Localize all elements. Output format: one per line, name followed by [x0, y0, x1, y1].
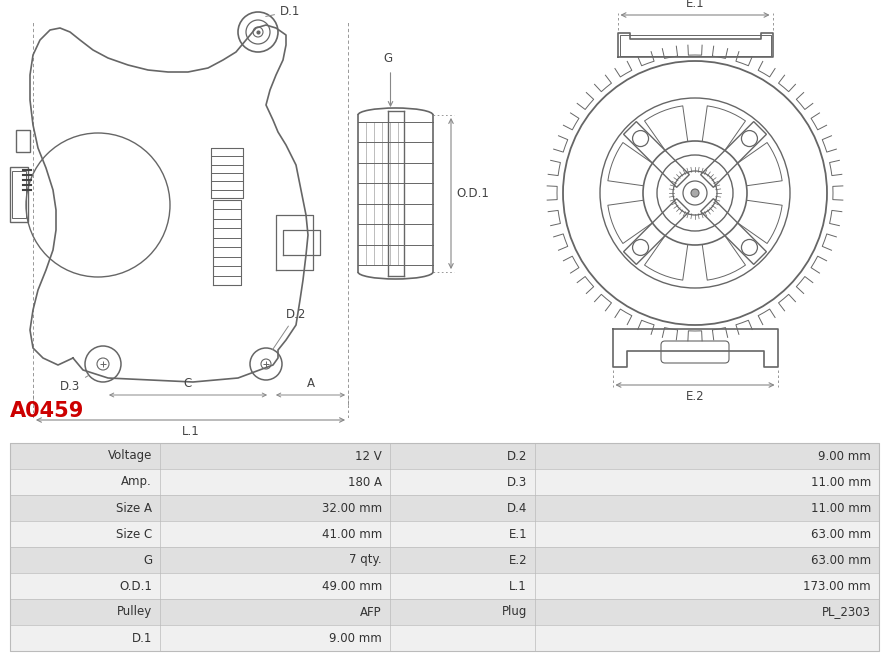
- Bar: [10, 469, 879, 495]
- Text: A0459: A0459: [10, 401, 84, 421]
- Bar: [16, 130, 30, 152]
- Bar: [10, 167, 28, 222]
- Text: 63.00 mm: 63.00 mm: [811, 528, 871, 540]
- Text: Size A: Size A: [116, 501, 152, 515]
- Bar: [10, 599, 879, 625]
- Circle shape: [633, 130, 649, 147]
- Bar: [10, 547, 879, 573]
- Text: 49.00 mm: 49.00 mm: [322, 580, 382, 592]
- Text: 9.00 mm: 9.00 mm: [818, 449, 871, 463]
- Text: Pulley: Pulley: [116, 605, 152, 619]
- Bar: [10, 443, 879, 651]
- Text: E.2: E.2: [685, 390, 704, 403]
- Bar: [12, 171, 26, 218]
- Text: D.4: D.4: [507, 501, 527, 515]
- Text: Size C: Size C: [116, 528, 152, 540]
- Text: G: G: [143, 553, 152, 567]
- Text: C: C: [184, 377, 192, 390]
- Circle shape: [741, 130, 757, 147]
- Circle shape: [691, 189, 699, 197]
- Text: Amp.: Amp.: [121, 476, 152, 488]
- Bar: [10, 573, 879, 599]
- Text: 11.00 mm: 11.00 mm: [811, 501, 871, 515]
- Text: PL_2303: PL_2303: [822, 605, 871, 619]
- Text: 7 qty.: 7 qty.: [349, 553, 382, 567]
- Text: Plug: Plug: [501, 605, 527, 619]
- Text: 12 V: 12 V: [356, 449, 382, 463]
- Text: D.3: D.3: [507, 476, 527, 488]
- Text: 9.00 mm: 9.00 mm: [329, 632, 382, 644]
- Bar: [10, 443, 879, 469]
- Text: O.D.1: O.D.1: [456, 187, 489, 200]
- Circle shape: [633, 240, 649, 255]
- Text: 63.00 mm: 63.00 mm: [811, 553, 871, 567]
- Bar: [10, 521, 879, 547]
- Text: D.1: D.1: [132, 632, 152, 644]
- Text: D.2: D.2: [273, 308, 307, 349]
- Text: Voltage: Voltage: [108, 449, 152, 463]
- Text: G: G: [383, 52, 392, 65]
- Text: 11.00 mm: 11.00 mm: [811, 476, 871, 488]
- Text: D.3: D.3: [60, 376, 89, 393]
- Circle shape: [741, 240, 757, 255]
- Text: O.D.1: O.D.1: [119, 580, 152, 592]
- Text: 32.00 mm: 32.00 mm: [322, 501, 382, 515]
- Bar: [10, 495, 879, 521]
- Text: 41.00 mm: 41.00 mm: [322, 528, 382, 540]
- Text: A: A: [307, 377, 315, 390]
- Text: E.1: E.1: [685, 0, 704, 10]
- Text: L.1: L.1: [509, 580, 527, 592]
- Text: E.1: E.1: [509, 528, 527, 540]
- Text: 180 A: 180 A: [348, 476, 382, 488]
- Text: D.1: D.1: [266, 5, 300, 18]
- Text: 173.00 mm: 173.00 mm: [804, 580, 871, 592]
- Bar: [10, 625, 879, 651]
- Text: AFP: AFP: [360, 605, 382, 619]
- Text: L.1: L.1: [181, 425, 199, 438]
- Text: E.2: E.2: [509, 553, 527, 567]
- Text: D.2: D.2: [507, 449, 527, 463]
